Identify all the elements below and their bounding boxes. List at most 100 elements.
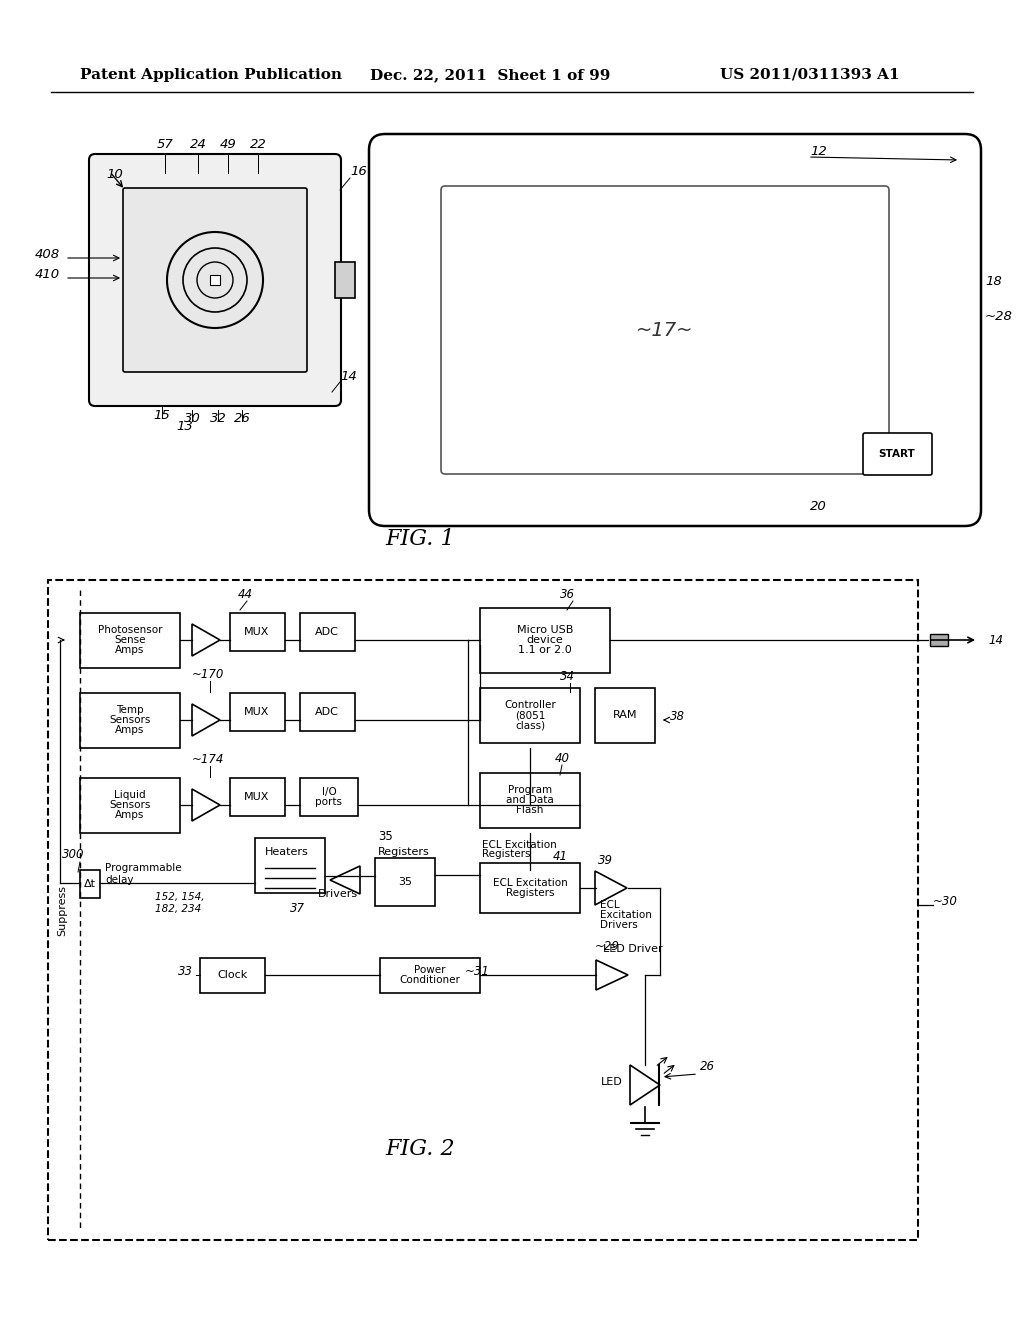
Text: 18: 18 bbox=[985, 275, 1001, 288]
Text: FIG. 2: FIG. 2 bbox=[385, 1138, 455, 1160]
Text: 15: 15 bbox=[154, 409, 170, 422]
Text: Excitation: Excitation bbox=[600, 909, 652, 920]
Text: 39: 39 bbox=[598, 854, 613, 867]
Bar bbox=[300, 693, 355, 731]
Text: Registers: Registers bbox=[378, 847, 430, 857]
Text: Sensors: Sensors bbox=[110, 800, 151, 810]
Text: ~174: ~174 bbox=[193, 752, 224, 766]
Text: 33: 33 bbox=[178, 965, 193, 978]
Text: Controller: Controller bbox=[504, 700, 556, 710]
Bar bbox=[595, 688, 655, 743]
Text: Photosensor: Photosensor bbox=[97, 624, 162, 635]
Text: Registers: Registers bbox=[482, 849, 530, 859]
Text: 40: 40 bbox=[555, 752, 570, 766]
Text: 36: 36 bbox=[560, 587, 575, 601]
Polygon shape bbox=[630, 1065, 660, 1105]
Bar bbox=[380, 958, 480, 993]
Text: Temp: Temp bbox=[116, 705, 143, 715]
Text: RAM: RAM bbox=[612, 710, 637, 719]
Bar bbox=[230, 612, 285, 651]
Text: I/O: I/O bbox=[322, 787, 336, 797]
Bar bbox=[930, 634, 948, 645]
Text: 410: 410 bbox=[35, 268, 60, 281]
Text: ~28: ~28 bbox=[985, 310, 1013, 323]
FancyBboxPatch shape bbox=[863, 433, 932, 475]
Text: Drivers: Drivers bbox=[600, 920, 638, 931]
FancyBboxPatch shape bbox=[123, 187, 307, 372]
FancyBboxPatch shape bbox=[89, 154, 341, 407]
Text: (8051: (8051 bbox=[515, 710, 545, 719]
Text: Flash: Flash bbox=[516, 805, 544, 814]
Text: 34: 34 bbox=[560, 671, 575, 682]
Text: Sense: Sense bbox=[115, 635, 145, 645]
Text: Patent Application Publication: Patent Application Publication bbox=[80, 69, 342, 82]
Polygon shape bbox=[193, 789, 220, 821]
Polygon shape bbox=[596, 960, 628, 990]
Text: Clock: Clock bbox=[217, 970, 247, 979]
Text: 57: 57 bbox=[157, 139, 173, 150]
Text: 35: 35 bbox=[398, 876, 412, 887]
Text: ports: ports bbox=[315, 797, 342, 807]
Text: Δt: Δt bbox=[84, 879, 96, 888]
Text: 14: 14 bbox=[340, 370, 356, 383]
Text: Amps: Amps bbox=[116, 645, 144, 655]
Text: ADC: ADC bbox=[315, 627, 339, 638]
Bar bbox=[230, 777, 285, 816]
Text: US 2011/0311393 A1: US 2011/0311393 A1 bbox=[720, 69, 900, 82]
Text: 152, 154,: 152, 154, bbox=[155, 892, 205, 902]
Bar bbox=[80, 777, 180, 833]
Text: FIG. 1: FIG. 1 bbox=[385, 528, 455, 550]
Bar bbox=[335, 261, 355, 298]
Text: 24: 24 bbox=[189, 139, 207, 150]
Text: Program: Program bbox=[508, 785, 552, 795]
Polygon shape bbox=[595, 871, 627, 906]
Text: Registers: Registers bbox=[506, 888, 554, 898]
Bar bbox=[48, 579, 918, 1239]
Bar bbox=[80, 612, 180, 668]
Text: ~17~: ~17~ bbox=[636, 321, 693, 339]
Bar bbox=[480, 688, 580, 743]
Text: 38: 38 bbox=[670, 710, 685, 723]
FancyBboxPatch shape bbox=[441, 186, 889, 474]
Text: Amps: Amps bbox=[116, 810, 144, 820]
Text: Power: Power bbox=[415, 965, 445, 975]
Text: ~170: ~170 bbox=[193, 668, 224, 681]
Text: 14: 14 bbox=[988, 634, 1002, 647]
Text: ECL: ECL bbox=[600, 900, 620, 909]
Text: LED: LED bbox=[601, 1077, 623, 1086]
Bar bbox=[80, 693, 180, 748]
Text: 12: 12 bbox=[810, 145, 826, 158]
Text: Dec. 22, 2011  Sheet 1 of 99: Dec. 22, 2011 Sheet 1 of 99 bbox=[370, 69, 610, 82]
Text: LED Driver: LED Driver bbox=[603, 944, 663, 954]
Text: and Data: and Data bbox=[506, 795, 554, 805]
Text: class): class) bbox=[515, 719, 545, 730]
Polygon shape bbox=[193, 704, 220, 737]
Text: MUX: MUX bbox=[245, 627, 269, 638]
Text: device: device bbox=[526, 635, 563, 645]
Text: 182, 234: 182, 234 bbox=[155, 904, 202, 913]
Text: ECL Excitation: ECL Excitation bbox=[482, 840, 557, 850]
Text: 408: 408 bbox=[35, 248, 60, 261]
Text: 49: 49 bbox=[219, 139, 237, 150]
Text: 22: 22 bbox=[250, 139, 266, 150]
Text: Amps: Amps bbox=[116, 725, 144, 735]
Text: Drivers: Drivers bbox=[318, 888, 358, 899]
Text: ~30: ~30 bbox=[933, 895, 957, 908]
Text: 30: 30 bbox=[183, 412, 201, 425]
Text: Suppress: Suppress bbox=[57, 884, 67, 936]
Bar bbox=[255, 838, 325, 894]
Bar bbox=[480, 863, 580, 913]
Bar bbox=[300, 777, 358, 816]
Bar bbox=[375, 858, 435, 906]
Text: MUX: MUX bbox=[245, 792, 269, 803]
Bar bbox=[200, 958, 265, 993]
Text: Liquid: Liquid bbox=[115, 789, 145, 800]
Text: 16: 16 bbox=[350, 165, 367, 178]
Bar bbox=[480, 609, 610, 673]
Text: Heaters: Heaters bbox=[265, 847, 309, 857]
Text: ~31: ~31 bbox=[465, 965, 489, 978]
Text: Conditioner: Conditioner bbox=[399, 975, 461, 985]
Text: 44: 44 bbox=[238, 587, 253, 601]
Text: Micro USB: Micro USB bbox=[517, 624, 573, 635]
Text: 20: 20 bbox=[810, 500, 826, 513]
